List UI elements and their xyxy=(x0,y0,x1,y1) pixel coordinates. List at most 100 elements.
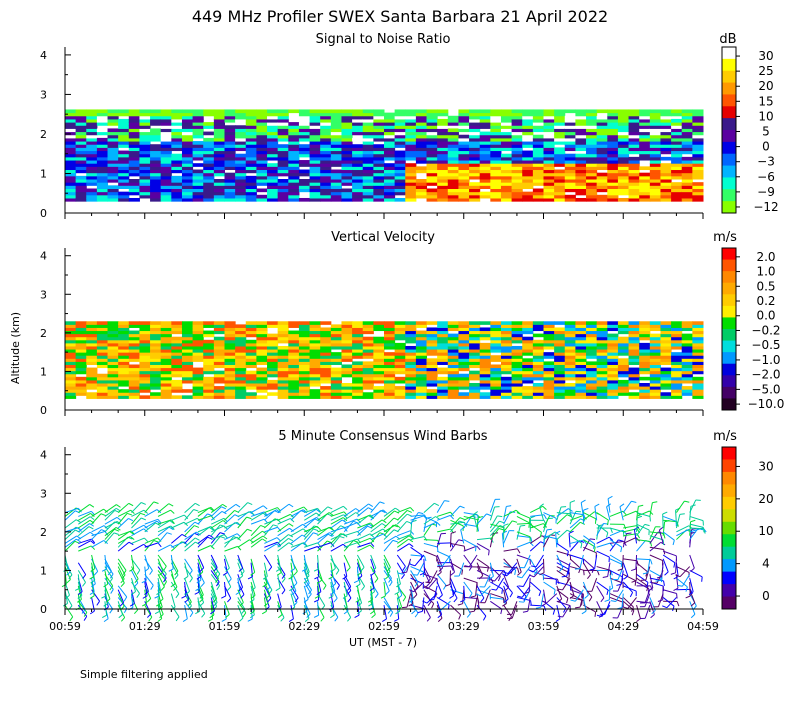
heatmap-cell xyxy=(373,160,384,164)
heatmap-cell xyxy=(533,383,544,387)
heatmap-cell xyxy=(108,392,119,396)
heatmap-cell xyxy=(427,343,438,347)
heatmap-cell xyxy=(161,122,172,126)
colorbar-label: −12 xyxy=(753,200,778,214)
heatmap-cell xyxy=(225,173,236,177)
heatmap-cell xyxy=(193,371,204,375)
heatmap-cell xyxy=(448,364,459,368)
heatmap-cell xyxy=(267,337,278,341)
heatmap-cell xyxy=(235,343,246,347)
wind-barb-flag xyxy=(82,582,85,586)
colorbar-label: 30 xyxy=(758,49,773,63)
heatmap-cell xyxy=(320,179,331,183)
wind-barb xyxy=(437,501,444,513)
heatmap-cell xyxy=(320,144,331,148)
wind-barb-flag xyxy=(554,590,555,595)
heatmap-cell xyxy=(214,321,225,325)
heatmap-cell xyxy=(416,337,427,341)
wind-barb-flag xyxy=(202,614,205,618)
heatmap-cell xyxy=(278,128,289,132)
heatmap-cell xyxy=(586,176,597,180)
heatmap-cell xyxy=(395,355,406,359)
heatmap-cell xyxy=(320,395,331,399)
heatmap-cell xyxy=(395,327,406,331)
heatmap-cell xyxy=(384,157,395,161)
heatmap-cell xyxy=(193,383,204,387)
heatmap-cell xyxy=(363,192,374,196)
heatmap-cell xyxy=(108,364,119,368)
heatmap-cell xyxy=(575,368,586,372)
heatmap-cell xyxy=(427,392,438,396)
heatmap-cell xyxy=(171,324,182,328)
heatmap-cell xyxy=(203,352,214,356)
heatmap-cell xyxy=(618,132,629,136)
heatmap-cell xyxy=(671,374,682,378)
heatmap-cell xyxy=(373,346,384,350)
heatmap-cell xyxy=(405,364,416,368)
heatmap-cell xyxy=(512,157,523,161)
heatmap-cell xyxy=(629,392,640,396)
heatmap-cell xyxy=(682,340,693,344)
heatmap-cell xyxy=(373,355,384,359)
heatmap-cell xyxy=(118,144,129,148)
heatmap-cell xyxy=(639,392,650,396)
wind-barb-flag xyxy=(623,607,628,608)
heatmap-cell xyxy=(214,188,225,192)
heatmap-cell xyxy=(331,109,342,113)
heatmap-cell xyxy=(458,147,469,151)
heatmap-cell xyxy=(86,160,97,164)
heatmap-cell xyxy=(607,383,618,387)
heatmap-cell xyxy=(86,144,97,148)
heatmap-cell xyxy=(288,374,299,378)
heatmap-cell xyxy=(544,383,555,387)
heatmap-cell xyxy=(86,166,97,170)
heatmap-cell xyxy=(575,324,586,328)
heatmap-cell xyxy=(671,170,682,174)
heatmap-cell xyxy=(384,122,395,126)
heatmap-cell xyxy=(384,340,395,344)
heatmap-cell xyxy=(76,355,87,359)
heatmap-cell xyxy=(692,119,703,123)
heatmap-cell xyxy=(629,128,640,132)
heatmap-cell xyxy=(660,395,671,399)
heatmap-cell xyxy=(650,349,661,353)
heatmap-cell xyxy=(97,116,108,120)
heatmap-cell xyxy=(490,179,501,183)
heatmap-cell xyxy=(139,374,150,378)
wind-barb xyxy=(78,517,90,525)
heatmap-cell xyxy=(597,368,608,372)
heatmap-cell xyxy=(214,198,225,202)
heatmap-cell xyxy=(129,389,140,393)
heatmap-cell xyxy=(171,195,182,199)
wind-barb-flag xyxy=(184,576,188,579)
heatmap-cell xyxy=(373,386,384,390)
heatmap-cell xyxy=(214,109,225,113)
heatmap-cell xyxy=(256,113,267,117)
heatmap-cell xyxy=(288,395,299,399)
heatmap-cell xyxy=(522,163,533,167)
wind-barb xyxy=(464,578,477,582)
heatmap-cell xyxy=(437,192,448,196)
heatmap-cell xyxy=(373,371,384,375)
wind-barb-flag xyxy=(437,572,441,575)
heatmap-cell xyxy=(512,374,523,378)
heatmap-cell xyxy=(320,358,331,362)
heatmap-cell xyxy=(660,377,671,381)
heatmap-cell xyxy=(203,377,214,381)
heatmap-cell xyxy=(565,364,576,368)
heatmap-cell xyxy=(554,113,565,117)
wind-barb xyxy=(540,507,544,520)
heatmap-cell xyxy=(256,195,267,199)
heatmap-cell xyxy=(427,368,438,372)
wind-barb-flag xyxy=(116,505,120,508)
heatmap-cell xyxy=(352,144,363,148)
heatmap-cell xyxy=(161,361,172,365)
heatmap-cell xyxy=(320,185,331,189)
heatmap-cell xyxy=(235,331,246,335)
heatmap-cell xyxy=(533,122,544,126)
heatmap-cell xyxy=(235,383,246,387)
heatmap-cell xyxy=(139,192,150,196)
wind-barb-flag xyxy=(90,611,94,614)
wind-barb-flag xyxy=(110,578,113,582)
heatmap-cell xyxy=(118,355,129,359)
